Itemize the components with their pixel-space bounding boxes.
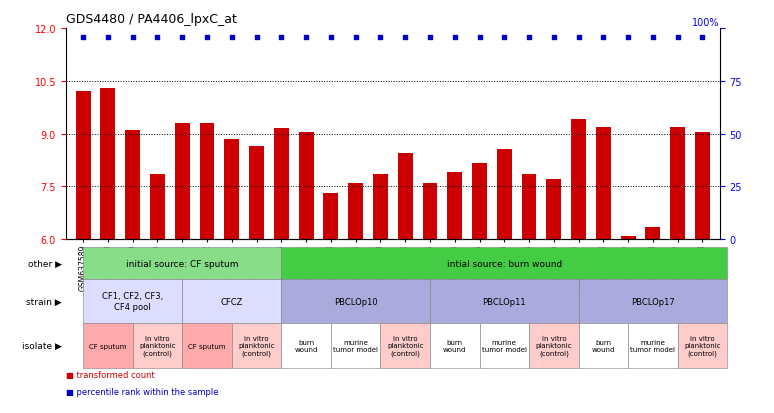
Text: CF1, CF2, CF3,
CF4 pool: CF1, CF2, CF3, CF4 pool [102,292,163,311]
Bar [76,92,91,240]
Text: in vitro
planktonic
(control): in vitro planktonic (control) [684,336,721,356]
Point [399,34,412,41]
Point [523,34,536,41]
Text: 100%: 100% [692,18,720,28]
Text: in vitro
planktonic
(control): in vitro planktonic (control) [387,336,423,356]
Bar [373,175,388,240]
Text: intial source: burn wound: intial source: burn wound [447,259,562,268]
Text: PBCLOp11: PBCLOp11 [482,297,526,306]
Text: other ▶: other ▶ [28,259,62,268]
Bar [423,183,437,240]
Point [300,34,312,41]
Bar [621,236,635,240]
Text: CFCZ: CFCZ [221,297,243,306]
Text: PBCLOp10: PBCLOp10 [334,297,378,306]
Bar [670,127,685,240]
Point [126,34,139,41]
Bar [348,183,363,240]
Text: in vitro
planktonic
(control): in vitro planktonic (control) [536,336,572,356]
Point [250,34,262,41]
Text: murine
tumor model: murine tumor model [481,339,527,352]
Text: in vitro
planktonic
(control): in vitro planktonic (control) [238,336,275,356]
Bar [546,180,561,240]
Text: CF sputum: CF sputum [89,343,127,349]
Point [598,34,610,41]
Point [424,34,437,41]
Point [573,34,585,41]
Bar [497,150,512,240]
Bar [398,154,413,240]
Point [449,34,461,41]
Point [324,34,337,41]
Bar [101,89,115,240]
Text: strain ▶: strain ▶ [26,297,62,306]
Bar [299,133,313,240]
Bar [125,131,140,240]
Bar [175,124,190,240]
Text: initial source: CF sputum: initial source: CF sputum [126,259,238,268]
Bar [447,173,462,240]
Bar [249,147,264,240]
Bar [150,175,165,240]
Bar [200,124,214,240]
Point [151,34,163,41]
Bar [324,194,338,240]
Text: CF sputum: CF sputum [188,343,226,349]
Bar [571,120,586,240]
Point [176,34,188,41]
Bar [596,127,611,240]
Point [548,34,560,41]
Text: burn
wound: burn wound [591,339,615,352]
Point [697,34,709,41]
Point [374,34,386,41]
Bar [522,175,536,240]
Text: murine
tumor model: murine tumor model [333,339,378,352]
Bar [274,129,289,240]
Point [200,34,213,41]
Text: burn
wound: burn wound [443,339,467,352]
Point [474,34,486,41]
Bar [695,133,710,240]
Point [101,34,114,41]
Bar [224,140,239,240]
Text: PBCLOp17: PBCLOp17 [631,297,675,306]
Point [349,34,361,41]
Bar [472,164,487,240]
Text: GDS4480 / PA4406_lpxC_at: GDS4480 / PA4406_lpxC_at [66,13,237,26]
Text: murine
tumor model: murine tumor model [631,339,676,352]
Point [225,34,238,41]
Point [647,34,659,41]
Text: in vitro
planktonic
(control): in vitro planktonic (control) [139,336,176,356]
Point [77,34,89,41]
Point [275,34,287,41]
Bar [646,227,660,240]
Point [498,34,511,41]
Point [622,34,635,41]
Point [672,34,684,41]
Text: isolate ▶: isolate ▶ [22,342,62,350]
Text: burn
wound: burn wound [294,339,318,352]
Text: ■ transformed count: ■ transformed count [66,370,155,379]
Text: ■ percentile rank within the sample: ■ percentile rank within the sample [66,387,218,396]
